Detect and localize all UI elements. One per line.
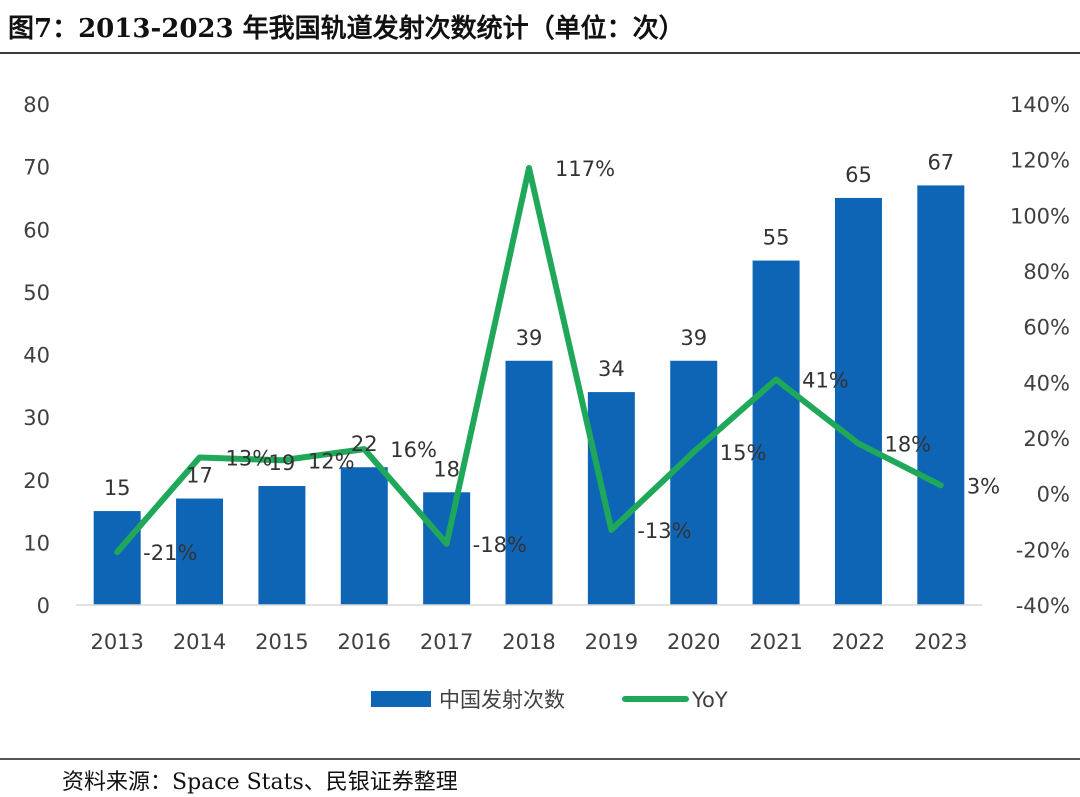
right-axis-tick: 0% [1037, 483, 1070, 507]
legend-bar-label: 中国发射次数 [439, 688, 565, 712]
right-axis-tick: 20% [1023, 427, 1070, 451]
source-note: 资料来源：Space Stats、民银证券整理 [62, 764, 458, 796]
bar-value-label: 65 [845, 163, 872, 187]
yoy-value-label: 3% [967, 474, 1000, 498]
bar-value-label: 18 [433, 457, 460, 481]
left-axis-tick: 70 [23, 156, 50, 180]
left-axis-tick: 10 [23, 531, 50, 555]
yoy-value-label: 16% [390, 438, 437, 462]
left-axis-tick: 0 [37, 594, 50, 618]
bar-2016 [341, 467, 388, 605]
left-axis-tick: 60 [23, 218, 50, 242]
figure-title: 图7：2013-2023 年我国轨道发射次数统计（单位：次） [8, 8, 685, 45]
yoy-value-label: -18% [473, 533, 527, 557]
bar-value-label: 67 [927, 150, 954, 174]
left-axis-tick: 20 [23, 469, 50, 493]
legend-bar-swatch [371, 691, 431, 707]
source-rule [0, 758, 1080, 760]
right-axis-tick: 40% [1023, 371, 1070, 395]
bar-value-label: 22 [351, 432, 378, 456]
yoy-value-label: -21% [143, 541, 197, 565]
bar-2017 [423, 492, 470, 605]
x-axis-tick: 2016 [338, 630, 391, 654]
yoy-value-label: 13% [226, 446, 273, 470]
yoy-value-label: 15% [720, 441, 767, 465]
x-axis-tick: 2021 [749, 630, 802, 654]
right-axis-tick: -40% [1016, 594, 1070, 618]
right-axis-tick: 60% [1023, 316, 1070, 340]
bar-2022 [835, 198, 882, 605]
left-axis-tick: 40 [23, 344, 50, 368]
yoy-value-label: 117% [555, 157, 615, 181]
bar-value-label: 39 [680, 326, 707, 350]
chart: 15 17 19 22 18 39 34 39 55 65 67 -21% 13% 12% 16% -18% 1… [0, 60, 1080, 750]
title-rule [0, 52, 1080, 54]
right-axis-tick: 100% [1010, 204, 1070, 228]
yoy-value-label: -13% [637, 519, 691, 543]
bar-value-label: 34 [598, 357, 625, 381]
bar-value-label: 39 [516, 326, 543, 350]
bar-value-label: 19 [269, 451, 296, 475]
left-axis-tick: 80 [23, 93, 50, 117]
bar-2013 [94, 511, 141, 605]
right-axis-tick: 140% [1010, 93, 1070, 117]
yoy-value-label: 41% [802, 369, 849, 393]
x-axis-tick: 2017 [420, 630, 473, 654]
x-axis-tick: 2015 [255, 630, 308, 654]
bar-2023 [917, 185, 964, 605]
bar-value-label: 55 [763, 226, 790, 250]
bar-value-label: 17 [186, 464, 213, 488]
x-axis-tick: 2014 [173, 630, 226, 654]
right-axis-tick: -20% [1016, 538, 1070, 562]
left-axis-tick: 30 [23, 406, 50, 430]
bar-2019 [588, 392, 635, 605]
x-axis-tick: 2023 [914, 630, 967, 654]
bar-2021 [753, 261, 800, 605]
left-axis-tick: 50 [23, 281, 50, 305]
x-axis-tick: 2019 [585, 630, 638, 654]
x-axis-tick: 2022 [832, 630, 885, 654]
bar-2018 [506, 361, 553, 605]
yoy-value-label: 18% [884, 433, 931, 457]
x-axis-tick: 2020 [667, 630, 720, 654]
right-axis-tick: 80% [1023, 260, 1070, 284]
x-axis-tick: 2018 [502, 630, 555, 654]
legend-line-label: YoY [691, 688, 728, 712]
bar-2015 [258, 486, 305, 605]
bar-value-label: 15 [104, 476, 131, 500]
yoy-value-label: 12% [308, 449, 355, 473]
bar-2020 [670, 361, 717, 605]
right-axis-tick: 120% [1010, 149, 1070, 173]
x-axis-tick: 2013 [90, 630, 143, 654]
